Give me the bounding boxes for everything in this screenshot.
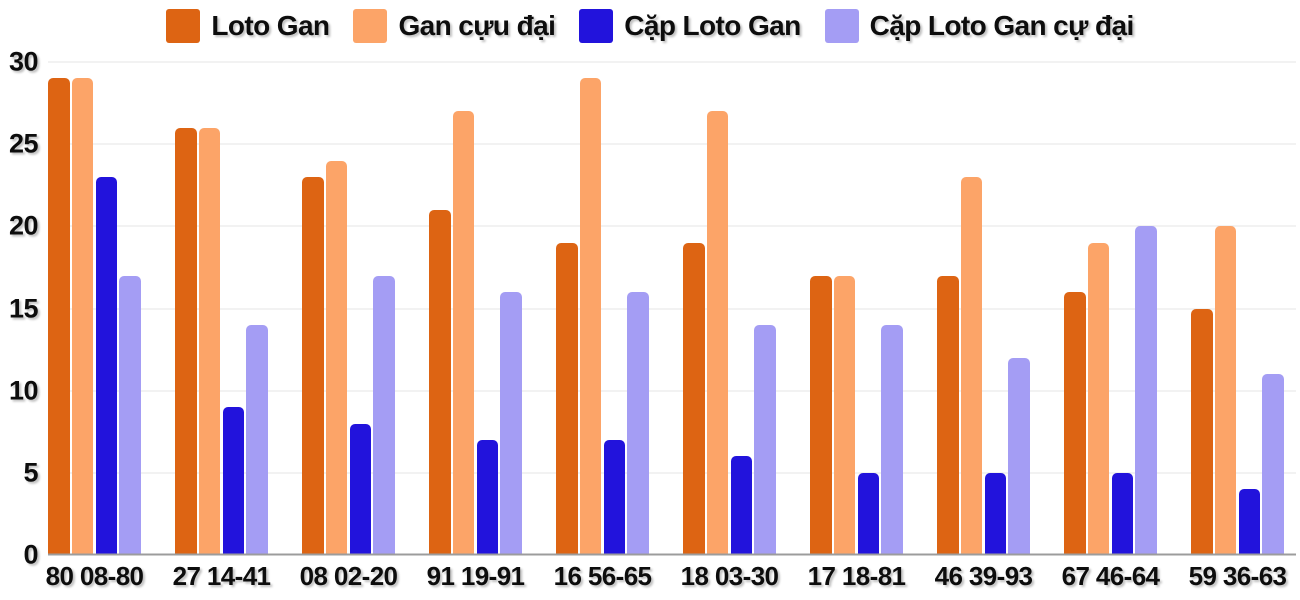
bar-group-7 [810, 62, 903, 555]
bar [246, 324, 268, 555]
x-tick-label: 27 14-41 [172, 561, 271, 591]
legend-item-4[interactable]: Cặp Loto Gan cự đại [824, 9, 1135, 43]
x-tick-label: 59 36-63 [1188, 561, 1287, 591]
bar [119, 275, 141, 555]
legend: Loto Gan Gan cựu đại Cặp Loto Gan Cặp Loto … [0, 9, 1300, 43]
plot-area [48, 61, 1296, 556]
x-axis-line [48, 553, 1296, 556]
gridline [48, 390, 1296, 392]
bar [603, 439, 626, 555]
x-axis-labels: 80 08-80 27 14-41 08 02-20 91 19-91 16 56-65… [45, 561, 1296, 596]
bar [95, 177, 118, 555]
bar-group-8 [937, 62, 1030, 555]
bar [48, 78, 70, 555]
bar [325, 160, 348, 555]
bar [452, 111, 475, 555]
bar [556, 242, 578, 555]
bar [937, 275, 959, 555]
bar [175, 127, 197, 555]
x-tick-label: 08 02-20 [299, 561, 398, 591]
gridline [48, 61, 1296, 63]
bar [810, 275, 832, 555]
x-tick-label: 18 03-30 [680, 561, 779, 591]
x-tick-label: 46 39-93 [934, 561, 1033, 591]
bar [857, 472, 880, 555]
bar [302, 177, 324, 555]
bar [429, 209, 451, 555]
bar-group-5 [556, 62, 649, 555]
y-tick-label: 15 [8, 293, 39, 323]
gridline [48, 472, 1296, 474]
bar-group-2 [175, 62, 268, 555]
gridline [48, 143, 1296, 145]
bar [1135, 226, 1157, 555]
y-tick-label: 10 [8, 375, 39, 406]
bar [500, 292, 522, 555]
bar [1262, 374, 1284, 555]
x-tick-label: 16 56-65 [553, 561, 652, 591]
y-tick-label: 0 [23, 539, 38, 570]
x-tick-label: 80 08-80 [45, 561, 144, 591]
bar-group-6 [683, 62, 776, 555]
bar [1191, 308, 1213, 555]
bar [881, 324, 903, 555]
x-tick-label: 17 18-81 [807, 561, 906, 591]
bar [683, 242, 705, 555]
bar [349, 423, 372, 555]
x-tick-label: 91 19-91 [426, 561, 525, 591]
bar [1238, 489, 1261, 555]
bar-group-1 [48, 62, 141, 555]
bar [754, 324, 776, 555]
bar [579, 78, 602, 555]
legend-item-3[interactable]: Cặp Loto Gan [579, 9, 801, 43]
bar [627, 292, 649, 555]
bar [706, 111, 729, 555]
bar [730, 456, 753, 555]
legend-label: Loto Gan [211, 10, 330, 41]
bar [833, 275, 856, 555]
legend-item-2[interactable]: Gan cựu đại [353, 9, 556, 43]
bar [373, 275, 395, 555]
bar [960, 177, 983, 555]
gridline [48, 225, 1296, 227]
x-tick-label: 67 46-64 [1061, 561, 1160, 591]
y-tick-label: 25 [8, 128, 39, 159]
bar [1214, 226, 1237, 555]
bar-group-10 [1191, 62, 1284, 555]
legend-swatch-icon [353, 9, 388, 43]
legend-label: Cặp Loto Gan cự đại [869, 10, 1135, 41]
gridline [48, 308, 1296, 309]
y-axis: 0 5 10 15 20 25 30 [0, 48, 40, 568]
y-tick-label: 30 [8, 46, 39, 77]
bar [1111, 472, 1134, 555]
bar [71, 78, 94, 555]
bar [1064, 292, 1086, 555]
bar-group-9 [1064, 62, 1157, 555]
bar-group-3 [302, 62, 395, 555]
bar [1087, 242, 1110, 555]
bar [222, 407, 245, 555]
legend-item-1[interactable]: Loto Gan [166, 9, 330, 43]
legend-label: Cặp Loto Gan [624, 10, 801, 41]
bar [198, 127, 221, 555]
legend-label: Gan cựu đại [398, 10, 556, 41]
bar-group-4 [429, 62, 522, 555]
bar [476, 439, 499, 555]
bar [984, 472, 1007, 555]
legend-swatch-icon [166, 9, 201, 43]
legend-swatch-icon [579, 9, 614, 43]
bar [1008, 357, 1030, 555]
legend-swatch-icon [824, 9, 859, 43]
y-tick-label: 5 [23, 457, 38, 488]
y-tick-label: 20 [8, 210, 39, 241]
